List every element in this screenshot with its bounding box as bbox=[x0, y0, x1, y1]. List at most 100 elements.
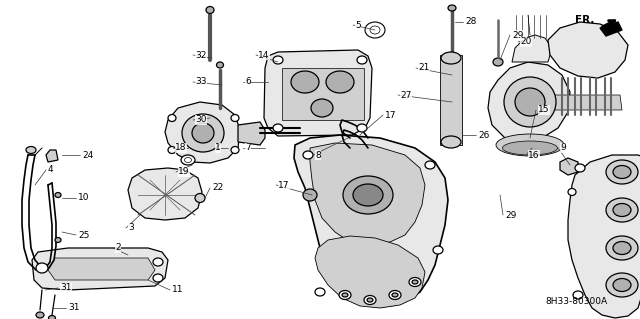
Ellipse shape bbox=[433, 246, 443, 254]
Ellipse shape bbox=[168, 115, 176, 122]
Ellipse shape bbox=[613, 241, 631, 255]
Text: 22: 22 bbox=[212, 183, 223, 192]
Polygon shape bbox=[32, 248, 168, 290]
Ellipse shape bbox=[55, 238, 61, 242]
Ellipse shape bbox=[168, 146, 176, 153]
Text: 7: 7 bbox=[245, 144, 251, 152]
Ellipse shape bbox=[613, 204, 631, 217]
Ellipse shape bbox=[364, 295, 376, 305]
Text: 15: 15 bbox=[538, 106, 550, 115]
Text: 17: 17 bbox=[278, 181, 289, 189]
Ellipse shape bbox=[273, 124, 283, 132]
Ellipse shape bbox=[273, 56, 283, 64]
Text: 9: 9 bbox=[560, 144, 566, 152]
Ellipse shape bbox=[315, 288, 325, 296]
Text: 3: 3 bbox=[128, 224, 134, 233]
Polygon shape bbox=[600, 22, 622, 36]
Text: 31: 31 bbox=[60, 284, 72, 293]
Text: 19: 19 bbox=[178, 167, 189, 176]
Ellipse shape bbox=[613, 278, 631, 292]
Ellipse shape bbox=[291, 71, 319, 93]
Ellipse shape bbox=[606, 273, 638, 297]
Polygon shape bbox=[488, 62, 570, 142]
Ellipse shape bbox=[367, 298, 373, 302]
Ellipse shape bbox=[515, 88, 545, 116]
Ellipse shape bbox=[339, 291, 351, 300]
Text: 1: 1 bbox=[215, 144, 221, 152]
Text: 2: 2 bbox=[115, 243, 120, 253]
Ellipse shape bbox=[573, 291, 583, 299]
Ellipse shape bbox=[357, 56, 367, 64]
Polygon shape bbox=[294, 135, 448, 307]
Text: 30: 30 bbox=[195, 115, 207, 124]
Ellipse shape bbox=[575, 164, 585, 172]
Ellipse shape bbox=[206, 6, 214, 13]
Ellipse shape bbox=[36, 312, 44, 318]
Ellipse shape bbox=[370, 26, 380, 34]
Polygon shape bbox=[48, 258, 155, 280]
Ellipse shape bbox=[216, 62, 223, 68]
Ellipse shape bbox=[357, 124, 367, 132]
Polygon shape bbox=[560, 158, 578, 175]
Text: 24: 24 bbox=[82, 151, 93, 160]
Ellipse shape bbox=[441, 52, 461, 64]
Ellipse shape bbox=[448, 5, 456, 11]
Ellipse shape bbox=[192, 123, 214, 143]
Ellipse shape bbox=[311, 99, 333, 117]
Text: 11: 11 bbox=[172, 286, 184, 294]
Text: FR.: FR. bbox=[575, 15, 594, 25]
Text: 31: 31 bbox=[68, 303, 79, 313]
Polygon shape bbox=[548, 95, 622, 110]
Text: 27: 27 bbox=[400, 91, 412, 100]
Polygon shape bbox=[548, 22, 628, 78]
Ellipse shape bbox=[153, 274, 163, 282]
Text: 28: 28 bbox=[465, 18, 476, 26]
Ellipse shape bbox=[441, 136, 461, 148]
Polygon shape bbox=[512, 35, 552, 62]
Ellipse shape bbox=[49, 315, 56, 319]
Polygon shape bbox=[315, 236, 425, 308]
Ellipse shape bbox=[231, 115, 239, 122]
Ellipse shape bbox=[55, 192, 61, 197]
Text: 16: 16 bbox=[528, 151, 540, 160]
Ellipse shape bbox=[303, 151, 313, 159]
Ellipse shape bbox=[195, 194, 205, 203]
Ellipse shape bbox=[389, 291, 401, 300]
Polygon shape bbox=[310, 143, 425, 245]
Text: 18: 18 bbox=[175, 144, 186, 152]
Text: 8H33-80300A: 8H33-80300A bbox=[545, 298, 607, 307]
Ellipse shape bbox=[153, 258, 163, 266]
Ellipse shape bbox=[502, 141, 557, 155]
Ellipse shape bbox=[182, 114, 224, 152]
Ellipse shape bbox=[365, 22, 385, 38]
Ellipse shape bbox=[606, 236, 638, 260]
Text: 26: 26 bbox=[478, 130, 490, 139]
Text: 29: 29 bbox=[505, 211, 516, 219]
Ellipse shape bbox=[392, 293, 398, 297]
Ellipse shape bbox=[409, 278, 421, 286]
Ellipse shape bbox=[493, 58, 503, 66]
Ellipse shape bbox=[326, 71, 354, 93]
Bar bbox=[440, 55, 462, 145]
Ellipse shape bbox=[181, 155, 195, 165]
Ellipse shape bbox=[343, 176, 393, 214]
Text: 33: 33 bbox=[195, 78, 207, 86]
Text: 6: 6 bbox=[245, 78, 251, 86]
Ellipse shape bbox=[36, 263, 48, 273]
Ellipse shape bbox=[606, 198, 638, 222]
Text: 17: 17 bbox=[385, 110, 397, 120]
Ellipse shape bbox=[342, 293, 348, 297]
Text: 4: 4 bbox=[48, 166, 54, 174]
Text: 25: 25 bbox=[78, 231, 90, 240]
Text: 8: 8 bbox=[315, 151, 321, 160]
Ellipse shape bbox=[26, 146, 36, 153]
Polygon shape bbox=[165, 102, 240, 163]
Ellipse shape bbox=[613, 166, 631, 179]
Text: 32: 32 bbox=[195, 50, 206, 60]
Polygon shape bbox=[238, 122, 265, 145]
Text: 14: 14 bbox=[258, 50, 269, 60]
Polygon shape bbox=[46, 150, 58, 162]
Text: 29: 29 bbox=[512, 31, 524, 40]
Text: 10: 10 bbox=[78, 194, 90, 203]
Ellipse shape bbox=[303, 189, 317, 201]
